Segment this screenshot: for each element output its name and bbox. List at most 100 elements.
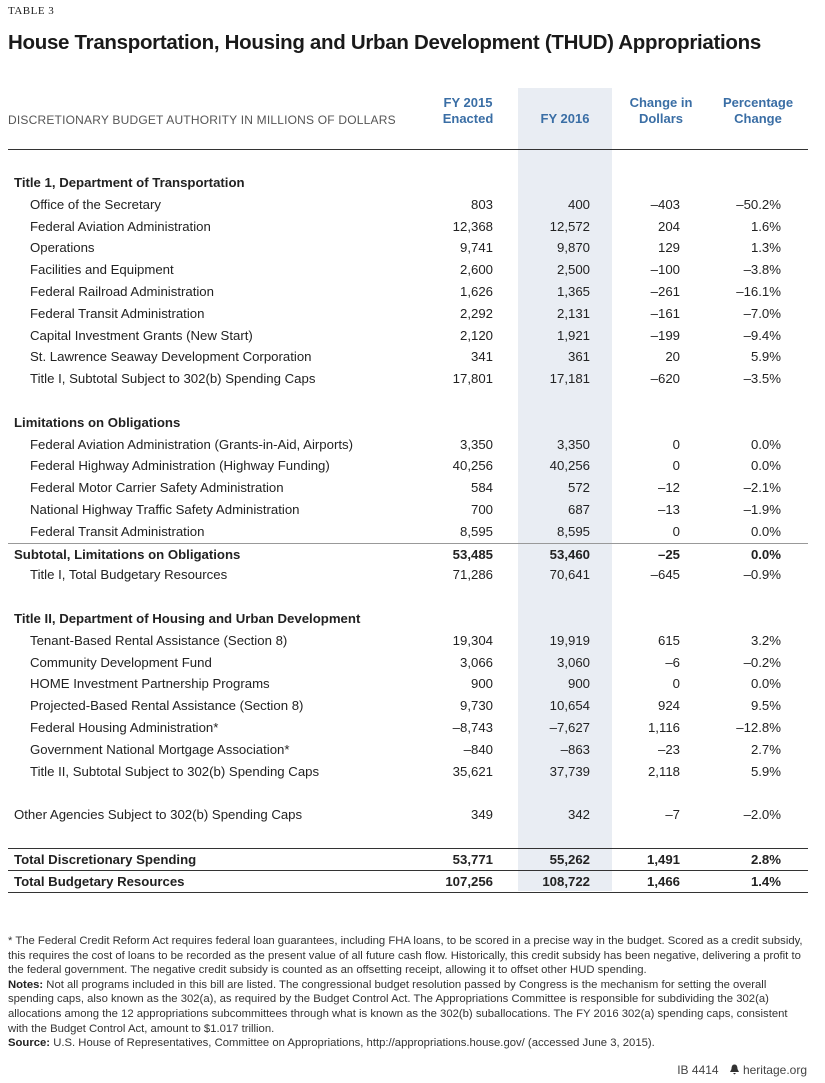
row-label: Federal Highway Administration (Highway … <box>30 458 330 474</box>
row-label: Federal Aviation Administration <box>30 218 211 234</box>
table-row: Capital Investment Grants (New Start) 2,1… <box>8 325 808 347</box>
row-label: Title 1, Department of Transportation <box>14 175 245 190</box>
publication-id: IB 4414 <box>677 1063 719 1077</box>
cell: –3.8% <box>743 262 781 278</box>
column-header: FY 2016 <box>540 111 590 126</box>
cell: 1,921 <box>556 327 590 343</box>
cell: 0.0% <box>750 458 781 474</box>
table-row: Title II, Subtotal Subject to 302(b) Spe… <box>8 761 808 783</box>
cell: –25 <box>657 546 680 562</box>
row-label: Other Agencies Subject to 302(b) Spendin… <box>14 807 303 823</box>
row-label: Federal Housing Administration* <box>30 720 219 735</box>
cell: –12.8% <box>736 720 781 735</box>
cell: –0.2% <box>743 654 781 670</box>
cell: –620 <box>650 371 680 387</box>
table-row: Title I, Subtotal Subject to 302(b) Spen… <box>8 368 808 390</box>
table-row: Operations 9,741 9,870 129 1.3% <box>8 237 808 259</box>
row-label: Operations <box>30 240 95 256</box>
row-label: Title II, Subtotal Subject to 302(b) Spe… <box>30 763 320 779</box>
cell: 55,262 <box>549 851 590 867</box>
cell: 0.0% <box>750 546 781 562</box>
section-row: Title 1, Department of Transportation <box>8 172 808 194</box>
table-row: Other Agencies Subject to 302(b) Spendin… <box>8 804 808 826</box>
row-label: Title II, Department of Housing and Urba… <box>14 611 361 626</box>
cell: –840 <box>463 741 493 757</box>
cell: 1,116 <box>647 720 680 735</box>
cell: –1.9% <box>743 502 781 517</box>
column-header: Percentage Change <box>722 95 794 126</box>
cell: 19,919 <box>549 632 590 648</box>
row-label: Facilities and Equipment <box>30 262 174 278</box>
table-row: Projected-Based Rental Assistance (Secti… <box>8 695 808 717</box>
table-row: Federal Transit Administration 2,292 2,131… <box>8 303 808 325</box>
cell: 1,491 <box>646 851 680 867</box>
cell: 20 <box>665 349 680 365</box>
cell: –50.2% <box>736 196 781 212</box>
cell: 900 <box>470 676 493 692</box>
section-row: Title II, Department of Housing and Urba… <box>8 608 808 630</box>
table-row: St. Lawrence Seaway Development Corporat… <box>8 346 808 368</box>
cell: 3,060 <box>556 654 590 670</box>
cell: 2.8% <box>750 851 781 867</box>
cell: 349 <box>470 807 493 823</box>
row-label: National Highway Traffic Safety Administ… <box>30 502 300 517</box>
cell: 12,368 <box>452 218 493 234</box>
cell: 3.2% <box>750 632 781 648</box>
cell: 9.5% <box>750 698 781 714</box>
cell: 341 <box>470 349 493 365</box>
table-row: Federal Aviation Administration 12,368 12,… <box>8 216 808 238</box>
cell: 37,739 <box>549 763 590 779</box>
cell: –8,743 <box>452 720 493 735</box>
cell: –863 <box>560 741 590 757</box>
cell: 53,485 <box>452 546 493 562</box>
cell: 700 <box>470 502 493 517</box>
cell: 3,066 <box>459 654 493 670</box>
cell: 1.6% <box>750 218 781 234</box>
cell: –7 <box>665 807 680 823</box>
row-label: Limitations on Obligations <box>14 414 181 430</box>
cell: 35,621 <box>452 763 493 779</box>
cell: 204 <box>657 218 680 234</box>
title: House Transportation, Housing and Urban … <box>8 31 761 54</box>
cell: 19,304 <box>452 632 493 648</box>
table-row: Subtotal, Limitations on Obligations 53,4… <box>8 542 808 566</box>
column-header: DISCRETIONARY BUDGET AUTHORITY IN MILLIO… <box>8 113 396 127</box>
cell: 10,654 <box>549 698 590 714</box>
section-row: Limitations on Obligations <box>8 412 808 434</box>
cell: 17,801 <box>452 371 493 387</box>
cell: 5.9% <box>750 763 781 779</box>
table-row: Federal Transit Administration 8,595 8,595… <box>8 521 808 543</box>
row-label: HOME Investment Partnership Programs <box>30 676 270 692</box>
table-row: Federal Aviation Administration (Grants-… <box>8 434 808 456</box>
bell-icon <box>729 1064 739 1075</box>
cell: 3,350 <box>556 436 590 452</box>
cell: –16.1% <box>736 284 781 299</box>
cell: –6 <box>665 654 680 670</box>
row-label: Tenant-Based Rental Assistance (Section … <box>30 632 288 648</box>
row-label: Federal Transit Administration <box>30 523 205 539</box>
table-row: Facilities and Equipment 2,600 2,500 –100 –3… <box>8 259 808 281</box>
cell: 361 <box>567 349 590 365</box>
cell: 0 <box>672 523 680 539</box>
table-row: Federal Railroad Administration 1,626 1,36… <box>8 281 808 303</box>
column-shade <box>518 88 612 891</box>
note-label: Notes: <box>8 978 44 991</box>
cell: 8,595 <box>556 523 590 539</box>
cell: 803 <box>470 196 493 212</box>
cell: 2,120 <box>459 327 493 343</box>
table-row: Total Discretionary Spending 53,771 55,262… <box>8 847 808 871</box>
cell: –2.0% <box>743 807 781 823</box>
cell: 0 <box>672 676 680 692</box>
cell: 2,500 <box>556 262 590 278</box>
cell: 53,771 <box>452 851 493 867</box>
row-label: Title I, Subtotal Subject to 302(b) Spen… <box>30 371 316 387</box>
cell: 108,722 <box>542 873 590 889</box>
cell: 2,118 <box>647 763 680 779</box>
table-row: Government National Mortgage Association… <box>8 739 808 761</box>
cell: 40,256 <box>549 458 590 474</box>
cell: 584 <box>470 480 493 496</box>
cell: 572 <box>567 480 590 496</box>
cell: –23 <box>657 741 680 757</box>
cell: –12 <box>657 480 680 496</box>
